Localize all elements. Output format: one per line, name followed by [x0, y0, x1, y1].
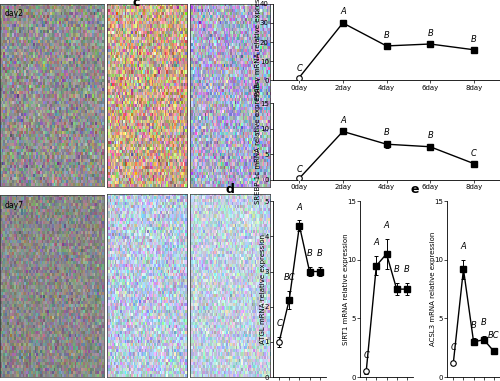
- Text: BC: BC: [284, 273, 295, 282]
- Text: C: C: [364, 351, 369, 360]
- Text: A: A: [340, 116, 345, 125]
- Text: B: B: [404, 266, 409, 274]
- Text: C: C: [276, 319, 282, 328]
- Y-axis label: PPAR-γ mRNA relative expression: PPAR-γ mRNA relative expression: [256, 0, 262, 100]
- Text: B: B: [481, 318, 486, 327]
- Text: C: C: [450, 343, 456, 352]
- Text: A: A: [460, 242, 466, 251]
- Text: B: B: [470, 321, 476, 330]
- Text: A: A: [296, 203, 302, 211]
- Text: B: B: [394, 266, 400, 274]
- Text: C: C: [296, 64, 302, 73]
- Text: C: C: [296, 165, 302, 174]
- Text: day2: day2: [4, 9, 23, 18]
- Y-axis label: ACSL3 mRNA relative expression: ACSL3 mRNA relative expression: [430, 232, 436, 346]
- Text: d: d: [226, 184, 234, 197]
- Text: B: B: [471, 35, 476, 44]
- Text: B: B: [428, 131, 433, 140]
- Text: A: A: [340, 7, 345, 16]
- Text: c: c: [132, 0, 140, 9]
- Text: B: B: [428, 29, 433, 38]
- Y-axis label: ATGL mRNA relative expression: ATGL mRNA relative expression: [260, 234, 266, 344]
- Text: A: A: [384, 221, 390, 230]
- Text: B: B: [317, 250, 322, 258]
- Text: e: e: [410, 184, 419, 197]
- Text: B: B: [384, 128, 390, 137]
- Text: BC: BC: [488, 331, 500, 340]
- Y-axis label: SIRT1 mRNA relative expression: SIRT1 mRNA relative expression: [342, 233, 348, 345]
- Text: A: A: [374, 239, 379, 247]
- Text: B: B: [384, 31, 390, 40]
- Y-axis label: SREBP-1c mRNA relative expression: SREBP-1c mRNA relative expression: [256, 79, 262, 204]
- Text: B: B: [306, 250, 312, 258]
- Text: day7: day7: [4, 200, 23, 210]
- Text: C: C: [471, 149, 476, 158]
